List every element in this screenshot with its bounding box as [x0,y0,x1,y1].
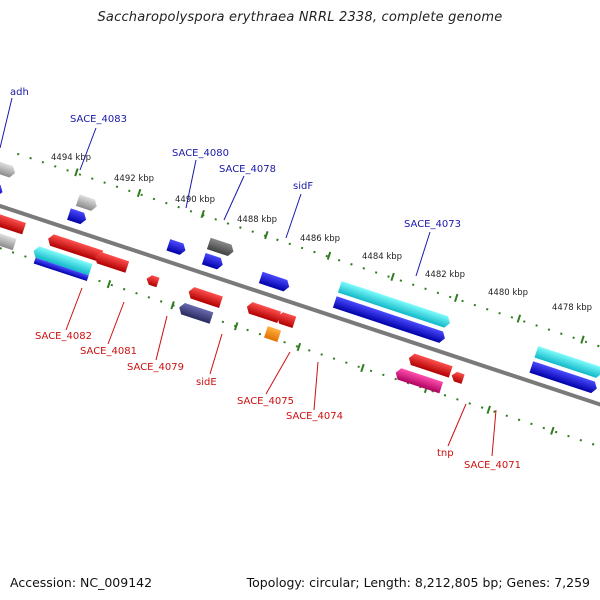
kbp-label: 4482 kbp [425,270,465,280]
genome-backbone [0,197,600,428]
gene-sace-4079[interactable] [145,274,160,288]
gene-right-blue[interactable] [529,361,598,394]
map-title: Saccharopolyspora erythraea NRRL 2338, c… [97,10,503,25]
gene-sace-4073[interactable] [332,296,447,344]
kbp-label: 4484 kbp [362,252,402,262]
kbp-label: 4490 kbp [175,195,215,205]
gene-adh[interactable] [0,159,17,179]
reverse-gene-labels: SACE_4082 SACE_4081 SACE_4079 sidE SACE_… [35,331,521,471]
kbp-label: 4494 kbp [51,153,91,163]
label-sace-4079[interactable]: SACE_4079 [127,362,184,373]
label-sidf[interactable]: sidF [293,181,313,192]
gene-sace-4075[interactable] [245,301,282,323]
label-sace-4071[interactable]: SACE_4071 [464,460,521,471]
accession-text: Accession: NC_009142 [10,575,153,590]
forward-genes [0,159,600,394]
label-sace-4082[interactable]: SACE_4082 [35,331,92,342]
gene-sace-4082[interactable] [46,233,104,263]
label-sace-4075[interactable]: SACE_4075 [237,396,294,407]
gene-sace-4075b[interactable] [275,311,297,329]
label-side[interactable]: sidE [196,377,217,388]
forward-gene-labels: adh SACE_4083 SACE_4080 SACE_4078 sidF S… [10,87,461,230]
gene-left-gray[interactable] [0,225,17,251]
kbp-label: 4478 kbp [552,303,592,313]
label-sace-4074[interactable]: SACE_4074 [286,411,343,422]
label-sace-4081[interactable]: SACE_4081 [80,346,137,357]
gene-left-red[interactable] [0,209,26,235]
gene-sace-4071[interactable] [450,371,465,384]
gene-right-cyan[interactable] [534,346,600,379]
gene-side-navy[interactable] [177,302,214,324]
label-adh[interactable]: adh [10,87,29,98]
label-sace-4083[interactable]: SACE_4083 [70,114,127,125]
label-sace-4078[interactable]: SACE_4078 [219,164,276,175]
gene-sace-4073-cyan[interactable] [337,281,452,329]
kbp-label: 4486 kbp [300,234,340,244]
label-sace-4073[interactable]: SACE_4073 [404,219,461,230]
gene-sace-4083[interactable] [67,208,88,225]
gene-sace-4078b[interactable] [201,252,225,271]
gene-side[interactable] [187,286,223,308]
kbp-labels: 4494 kbp 4492 kbp 4490 kbp 4488 kbp 4486… [51,153,592,313]
gene-sace-4081[interactable] [93,251,130,273]
reverse-genes [0,209,465,394]
outer-ticks [74,168,585,344]
reverse-leaders [65,287,497,457]
kbp-label: 4480 kbp [488,288,528,298]
summary-text: Topology: circular; Length: 8,212,805 bp… [246,575,590,590]
kbp-label: 4488 kbp [237,215,277,225]
gene-sace-4074[interactable] [264,326,282,342]
gene-sace-4080[interactable] [166,239,187,256]
kbp-label: 4492 kbp [114,174,154,184]
gene-sidf[interactable] [258,271,291,293]
gene-tnp-magenta[interactable] [394,367,444,394]
gene-left-blue[interactable] [0,180,4,198]
forward-leaders [0,97,431,277]
gene-sace-4078[interactable] [206,237,235,258]
label-tnp[interactable]: tnp [437,448,454,459]
gene-sace-4082-cyan[interactable] [32,245,93,276]
label-sace-4080[interactable]: SACE_4080 [172,148,229,159]
gene-tnp[interactable] [407,352,453,378]
gene-sace-4082-blue[interactable] [33,257,89,282]
gene-sace-4083-gray[interactable] [75,194,99,212]
